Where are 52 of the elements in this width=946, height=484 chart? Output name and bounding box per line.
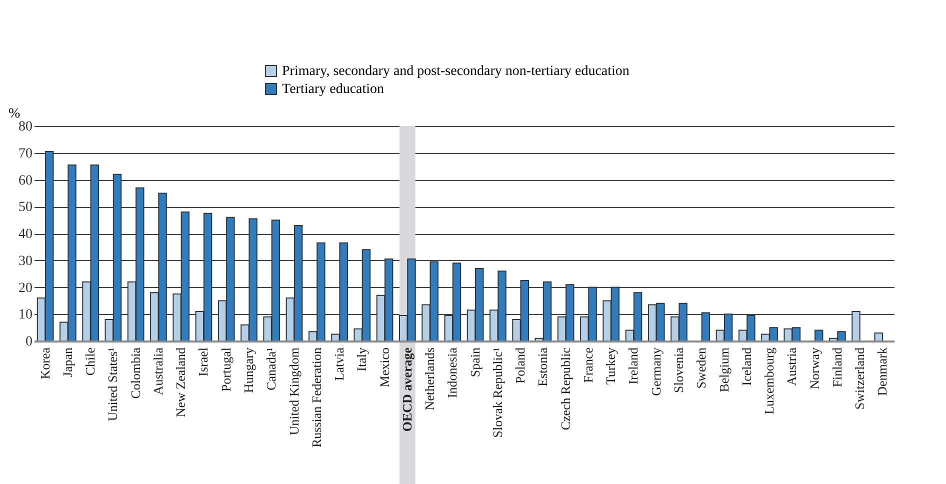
x-tick-label: United Kingdom [286, 348, 302, 436]
x-tick-label: Norway [806, 347, 822, 390]
x-tick-label: Latvia [332, 347, 347, 381]
x-tick-label: Japan [60, 347, 75, 378]
x-tick-label: Israel [196, 347, 211, 376]
y-tick-label: 30 [18, 254, 32, 269]
x-tick-label: Iceland [738, 347, 754, 386]
x-tick-label: New Zealand [173, 347, 188, 418]
y-tick-label: 50 [18, 200, 32, 216]
x-tick-label: Canada¹ [264, 347, 279, 390]
x-tick-label: Finland [829, 347, 844, 388]
x-tick-label: Indonesia [444, 347, 460, 398]
x-tick-label: Germany [648, 347, 664, 396]
x-tick-label: Russian Federation [308, 347, 324, 448]
x-tick-label: Chile [82, 347, 98, 376]
y-tick-label: 70 [18, 146, 32, 162]
x-tick-label: OECD average [399, 347, 414, 432]
x-tick-label: Sweden [694, 347, 709, 389]
legend-label: Tertiary education [282, 82, 384, 97]
x-tick-label: Belgium [716, 348, 732, 392]
x-tick-label: France [580, 347, 596, 383]
x-tick-label: Italy [354, 347, 370, 372]
x-tick-label: Estonia [535, 347, 550, 386]
x-tick-label: Luxembourg [762, 347, 777, 414]
x-tick-label: United States¹ [105, 347, 120, 422]
x-tick-label: Netherlands [422, 348, 438, 410]
x-tick-label: Spain [467, 347, 482, 378]
bar [852, 310, 860, 342]
x-tick-label: Turkey [603, 347, 618, 385]
y-tick-label: 80 [18, 120, 32, 134]
x-tick-label: Switzerland [852, 347, 868, 410]
x-tick-label: Austria [784, 347, 800, 386]
bar [701, 312, 710, 342]
legend-label: Primary, secondary and post-secondary non-tertiary education [282, 64, 630, 79]
x-tick-label: Slovak Republic¹ [490, 347, 505, 438]
x-tick-label: Korea [37, 347, 52, 380]
x-tick-label: Australia [150, 347, 166, 396]
x-tick-label: Colombia [128, 347, 143, 399]
y-tick-label: 0 [26, 334, 32, 350]
x-tick-label: Portugal [218, 347, 234, 392]
y-tick-label: 20 [18, 280, 32, 296]
x-tick-label: Slovenia [671, 347, 686, 393]
x-tick-label: Czech Republic [558, 347, 573, 430]
y-axis-title: % [8, 106, 20, 122]
x-tick-label: Ireland [626, 347, 641, 384]
x-tick-label: Poland [512, 347, 528, 384]
y-tick-label: 40 [18, 227, 32, 242]
x-tick-label: Hungary [241, 347, 256, 393]
x-tick-label: Denmark [874, 347, 890, 396]
y-tick-label: 60 [18, 173, 32, 188]
x-tick-label: Mexico [376, 348, 392, 388]
y-tick-label: 10 [18, 308, 32, 323]
